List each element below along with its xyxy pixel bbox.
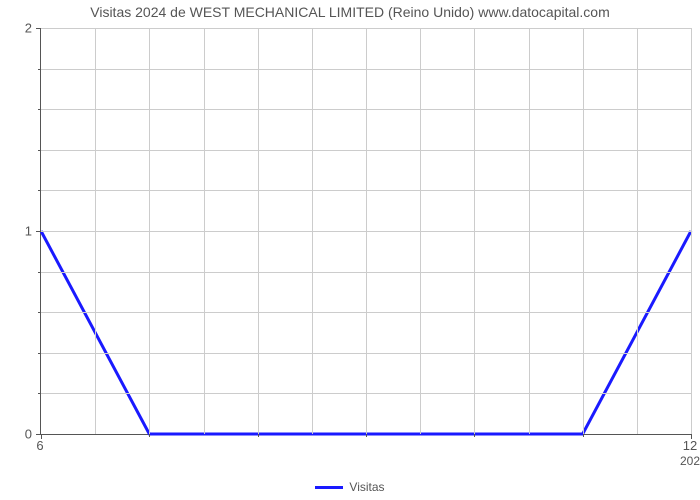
xtick-minor	[366, 434, 367, 437]
visits-chart: Visitas 2024 de WEST MECHANICAL LIMITED …	[0, 0, 700, 500]
chart-title: Visitas 2024 de WEST MECHANICAL LIMITED …	[0, 4, 700, 20]
ytick-minor	[38, 69, 41, 70]
legend-swatch	[315, 486, 343, 489]
ytick-minor	[38, 393, 41, 394]
ytick-minor	[38, 353, 41, 354]
vgrid-line	[149, 28, 150, 434]
vgrid-line	[691, 28, 692, 434]
xtick-minor	[474, 434, 475, 437]
xtick-label: 12	[683, 438, 697, 453]
ytick-minor	[38, 272, 41, 273]
ytick-minor	[38, 190, 41, 191]
ytick-label: 1	[4, 224, 32, 239]
vgrid-line	[204, 28, 205, 434]
vgrid-line	[258, 28, 259, 434]
vgrid-line	[474, 28, 475, 434]
vgrid-line	[583, 28, 584, 434]
xtick-minor	[583, 434, 584, 437]
vgrid-line	[420, 28, 421, 434]
ytick-mark	[36, 28, 41, 29]
xtick-minor	[149, 434, 150, 437]
legend: Visitas	[0, 480, 700, 494]
ytick-minor	[38, 150, 41, 151]
vgrid-line	[637, 28, 638, 434]
xsub-label: 202	[680, 454, 700, 468]
vgrid-line	[366, 28, 367, 434]
xtick-minor	[258, 434, 259, 437]
xtick-label: 6	[36, 438, 43, 453]
legend-label: Visitas	[349, 480, 384, 494]
plot-area	[40, 28, 691, 435]
ytick-mark	[36, 231, 41, 232]
vgrid-line	[312, 28, 313, 434]
vgrid-line	[529, 28, 530, 434]
ytick-minor	[38, 312, 41, 313]
ytick-minor	[38, 109, 41, 110]
vgrid-line	[95, 28, 96, 434]
ytick-label: 2	[4, 21, 32, 36]
ytick-label: 0	[4, 427, 32, 442]
